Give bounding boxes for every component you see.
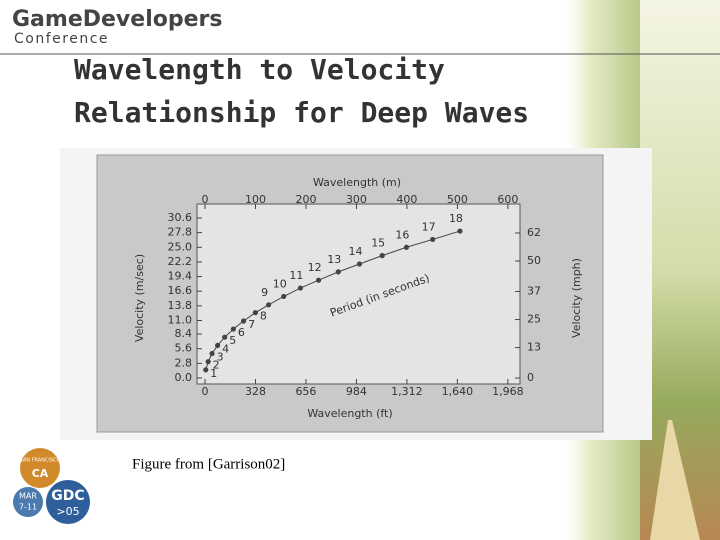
x-tick-label: 400 xyxy=(396,193,417,206)
y-tick-label: 16.6 xyxy=(168,284,193,297)
point xyxy=(430,236,436,243)
x2-tick-label: 656 xyxy=(295,385,316,398)
y-tick-label: 5.6 xyxy=(175,342,193,355)
x2-axis-title: Wavelength (ft) xyxy=(307,407,392,420)
badge-gdc xyxy=(46,480,90,524)
point xyxy=(252,310,258,316)
point xyxy=(379,253,385,259)
y2-tick-label: 13 xyxy=(527,341,541,354)
y-tick-label: 8.4 xyxy=(175,327,193,340)
x-tick-label: 200 xyxy=(295,193,316,206)
point xyxy=(240,318,247,324)
badge-text: MAR xyxy=(19,492,37,501)
y-tick-label: 0.0 xyxy=(175,371,193,384)
x-tick-label: 600 xyxy=(497,193,518,206)
point-label: 16 xyxy=(395,228,409,241)
point-label: 5 xyxy=(229,334,236,347)
badge-date xyxy=(13,487,43,517)
point-label: 2 xyxy=(213,359,220,372)
y-tick-label: 30.6 xyxy=(168,211,193,224)
y-tick-label: 13.8 xyxy=(168,299,193,312)
title: Relationship for Deep Waves xyxy=(74,96,529,129)
point-label: 8 xyxy=(260,310,267,323)
point-label: 11 xyxy=(289,269,303,282)
point-label: 15 xyxy=(371,237,385,250)
y-tick-label: 2.8 xyxy=(175,356,193,369)
point-label: 18 xyxy=(449,212,463,225)
y-tick-label: 25.0 xyxy=(168,240,193,253)
point xyxy=(403,244,410,250)
x-axis-title: Wavelength (m) xyxy=(313,176,401,189)
y2-tick-label: 25 xyxy=(527,313,541,326)
x2-tick-label: 1,968 xyxy=(492,385,524,398)
y2-axis-title: Velocity (mph) xyxy=(570,258,583,338)
point-label: 1 xyxy=(210,367,217,380)
x-tick-label: 300 xyxy=(346,193,367,206)
point xyxy=(266,302,272,308)
badge-text: CA xyxy=(32,467,49,480)
point-label: 6 xyxy=(238,326,245,339)
badge-text: >05 xyxy=(56,505,79,518)
y2-tick-label: 50 xyxy=(527,254,541,267)
badge-text: SAN FRANCISCO xyxy=(20,458,61,464)
point-label: 14 xyxy=(348,245,362,258)
badge-text: 7-11 xyxy=(19,503,37,512)
y-tick-label: 19.4 xyxy=(168,270,193,283)
x-tick-label: 100 xyxy=(245,193,266,206)
point xyxy=(457,228,463,234)
title: Wavelength to Velocity xyxy=(74,53,445,86)
point-label: 10 xyxy=(273,277,287,290)
point xyxy=(297,285,304,291)
caption: Figure from [Garrison02] xyxy=(132,456,285,472)
y2-tick-label: 37 xyxy=(527,284,541,297)
y2-tick-label: 62 xyxy=(527,226,541,239)
point xyxy=(215,342,221,348)
logo: GameDevelopers xyxy=(12,7,222,32)
y-tick-label: 27.8 xyxy=(168,226,193,239)
x-tick-label: 0 xyxy=(202,193,209,206)
point xyxy=(281,293,287,300)
x2-tick-label: 1,640 xyxy=(442,385,474,398)
badge-city xyxy=(20,448,60,488)
point xyxy=(230,326,236,332)
point-label: 4 xyxy=(222,342,229,355)
point xyxy=(203,367,209,373)
point xyxy=(335,269,341,275)
y2-tick-label: 0 xyxy=(527,371,534,384)
point-label: 17 xyxy=(422,220,436,233)
y-axis-title: Velocity (m/sec) xyxy=(133,254,146,342)
y-tick-label: 22.2 xyxy=(168,255,193,268)
logo-sub: Conference xyxy=(14,31,109,47)
point-label: 12 xyxy=(308,261,322,274)
point-label: 3 xyxy=(217,351,224,364)
point xyxy=(356,261,363,267)
point-label: 7 xyxy=(248,318,255,331)
y-tick-label: 11.0 xyxy=(168,313,193,326)
x2-tick-label: 328 xyxy=(245,385,266,398)
x2-tick-label: 984 xyxy=(346,385,367,398)
x-tick-label: 500 xyxy=(447,193,468,206)
plot-frame xyxy=(196,203,521,385)
point xyxy=(205,359,211,365)
x2-tick-label: 1,312 xyxy=(391,385,423,398)
point-label: 9 xyxy=(261,286,268,299)
point-label: 13 xyxy=(327,253,341,266)
badge-text: GDC xyxy=(51,488,84,504)
point xyxy=(222,334,228,340)
road xyxy=(650,420,700,540)
point xyxy=(315,277,322,283)
x2-tick-label: 0 xyxy=(202,385,209,398)
point xyxy=(209,350,215,357)
